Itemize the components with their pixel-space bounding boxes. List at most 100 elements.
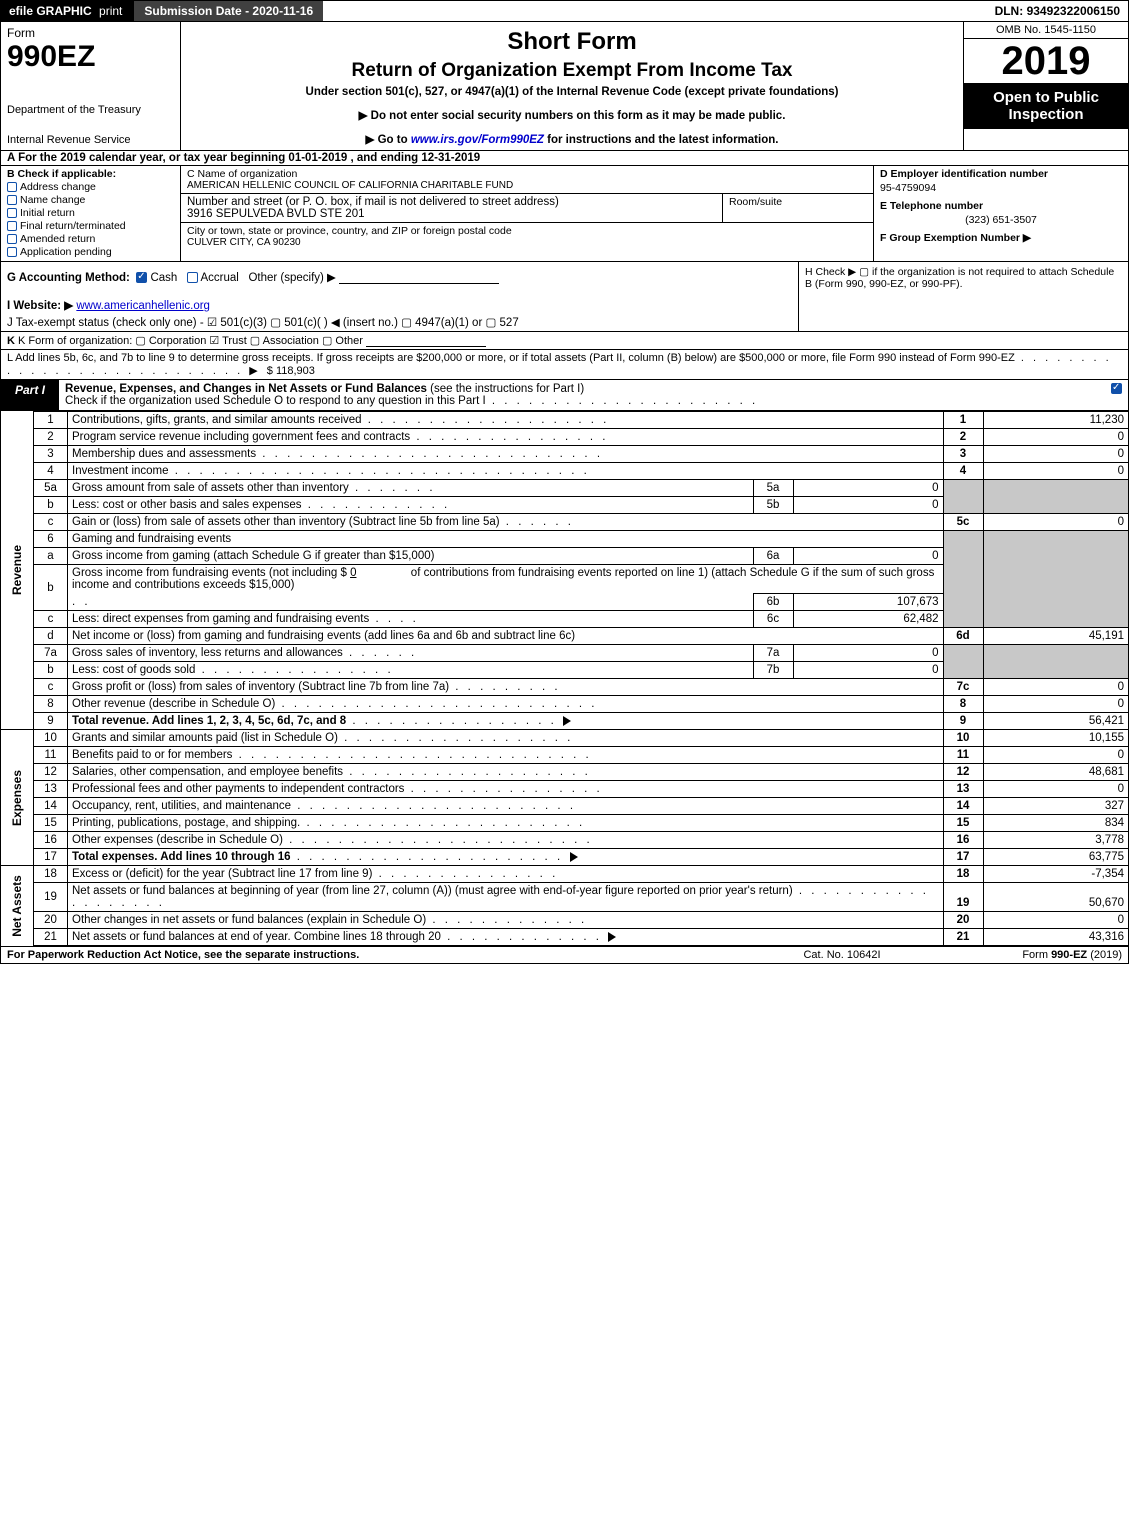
line-17: 17 Total expenses. Add lines 10 through … xyxy=(1,849,1128,866)
e-phone-value: (323) 651-3507 xyxy=(880,214,1122,226)
desc-text-1: Gross income from fundraising events (no… xyxy=(72,567,347,579)
chk-app-pending[interactable]: Application pending xyxy=(7,246,174,258)
line-val: 834 xyxy=(983,815,1128,832)
g-other-input[interactable] xyxy=(339,272,499,284)
efile-label: efile GRAPHIC xyxy=(9,4,92,18)
chk-final-return[interactable]: Final return/terminated xyxy=(7,220,174,232)
grey-cell xyxy=(943,645,983,679)
side-revenue: Revenue xyxy=(1,412,34,730)
line-6d: d Net income or (loss) from gaming and f… xyxy=(1,628,1128,645)
line-lbl: 7c xyxy=(943,679,983,696)
line-val: 10,155 xyxy=(983,730,1128,747)
website-link[interactable]: www.americanhellenic.org xyxy=(76,300,210,312)
line-2: 2 Program service revenue including gove… xyxy=(1,429,1128,446)
desc-text: Printing, publications, postage, and shi… xyxy=(72,817,300,829)
line-desc: Grants and similar amounts paid (list in… xyxy=(68,730,944,747)
chk-name-change[interactable]: Name change xyxy=(7,194,174,206)
header-mid: Short Form Return of Organization Exempt… xyxy=(181,22,963,150)
line-val: 0 xyxy=(983,463,1128,480)
c-name-value: AMERICAN HELLENIC COUNCIL OF CALIFORNIA … xyxy=(187,180,867,191)
omb-number: OMB No. 1545-1150 xyxy=(964,22,1128,39)
checkbox-checked-icon[interactable] xyxy=(136,272,147,283)
line-6: 6 Gaming and fundraising events xyxy=(1,531,1128,548)
line-no: d xyxy=(34,628,68,645)
part-i-title: Revenue, Expenses, and Changes in Net As… xyxy=(59,380,1098,410)
line-val: 0 xyxy=(983,912,1128,929)
line-val: 45,191 xyxy=(983,628,1128,645)
footer-mid: Cat. No. 10642I xyxy=(742,949,942,961)
checkbox-icon[interactable] xyxy=(187,272,198,283)
checkbox-icon xyxy=(7,234,17,244)
header-left: Form 990EZ Department of the Treasury In… xyxy=(1,22,181,150)
line-no: 21 xyxy=(34,929,68,946)
line-no: 18 xyxy=(34,866,68,883)
line-lbl: 11 xyxy=(943,747,983,764)
g-accounting: G Accounting Method: Cash Accrual Other … xyxy=(1,262,798,331)
h-schedule-b: H Check ▶ ▢ if the organization is not r… xyxy=(798,262,1128,331)
line-val: 11,230 xyxy=(983,412,1128,429)
desc-text: Less: direct expenses from gaming and fu… xyxy=(72,613,369,625)
open-public: Open to Public Inspection xyxy=(964,83,1128,129)
line-desc: Gross amount from sale of assets other t… xyxy=(68,480,754,497)
line-desc: Salaries, other compensation, and employ… xyxy=(68,764,944,781)
row-g-h: G Accounting Method: Cash Accrual Other … xyxy=(1,262,1128,332)
under-section: Under section 501(c), 527, or 4947(a)(1)… xyxy=(189,86,955,98)
b-item-0: Address change xyxy=(20,181,96,193)
line-desc: Gross income from gaming (attach Schedul… xyxy=(68,548,754,565)
c-street-value: 3916 SEPULVEDA BVLD STE 201 xyxy=(187,208,716,220)
l-text: L Add lines 5b, 6c, and 7b to line 9 to … xyxy=(7,352,1015,364)
part-i-title-bold: Revenue, Expenses, and Changes in Net As… xyxy=(65,383,430,395)
line-19: 19 Net assets or fund balances at beginn… xyxy=(1,883,1128,912)
line-desc: Gain or (loss) from sale of assets other… xyxy=(68,514,944,531)
line-val: 0 xyxy=(983,696,1128,713)
c-name-line: C Name of organization AMERICAN HELLENIC… xyxy=(181,166,873,194)
tax-year: 2019 xyxy=(964,39,1128,83)
line-no: 7a xyxy=(34,645,68,662)
desc-text: Other changes in net assets or fund bala… xyxy=(72,914,426,926)
line-no: b xyxy=(34,662,68,679)
irs-link[interactable]: www.irs.gov/Form990EZ xyxy=(411,134,544,146)
line-lbl: 9 xyxy=(943,713,983,730)
line-val: 50,670 xyxy=(983,883,1128,912)
submission-date: Submission Date - 2020-11-16 xyxy=(130,1,323,21)
chk-initial-return[interactable]: Initial return xyxy=(7,207,174,219)
sub-val: 0 xyxy=(793,548,943,565)
k-other-input[interactable] xyxy=(366,335,486,347)
arrow-icon xyxy=(608,932,616,942)
sub-lbl: 7b xyxy=(753,662,793,679)
line-16: 16 Other expenses (describe in Schedule … xyxy=(1,832,1128,849)
chk-address-change[interactable]: Address change xyxy=(7,181,174,193)
irs: Internal Revenue Service xyxy=(7,134,174,146)
line-lbl: 14 xyxy=(943,798,983,815)
grey-cell xyxy=(943,480,983,514)
part-i-checkbox[interactable] xyxy=(1098,380,1128,410)
desc-text: Program service revenue including govern… xyxy=(72,431,410,443)
header-right: OMB No. 1545-1150 2019 Open to Public In… xyxy=(963,22,1128,150)
line-no: 5a xyxy=(34,480,68,497)
line-desc-spacer: . . xyxy=(68,594,754,611)
sub-val: 62,482 xyxy=(793,611,943,628)
chk-amended-return[interactable]: Amended return xyxy=(7,233,174,245)
line-no: 8 xyxy=(34,696,68,713)
line-no: 12 xyxy=(34,764,68,781)
sub-val: 0 xyxy=(793,497,943,514)
line-no: b xyxy=(34,497,68,514)
line-5a: 5a Gross amount from sale of assets othe… xyxy=(1,480,1128,497)
c-street-row: Number and street (or P. O. box, if mail… xyxy=(181,194,873,223)
line-lbl: 1 xyxy=(943,412,983,429)
line-lbl: 19 xyxy=(943,883,983,912)
part-i-tag: Part I xyxy=(1,380,59,410)
line-lbl: 8 xyxy=(943,696,983,713)
line-lbl: 12 xyxy=(943,764,983,781)
line-lbl: 21 xyxy=(943,929,983,946)
desc-text: Occupancy, rent, utilities, and maintena… xyxy=(72,800,291,812)
checkbox-checked-icon xyxy=(1111,383,1122,394)
contrib-input[interactable]: 0 xyxy=(350,567,356,579)
footer-form-post: (2019) xyxy=(1087,949,1122,961)
form-990ez-page: efile GRAPHIC print Submission Date - 20… xyxy=(0,0,1129,964)
desc-text: Professional fees and other payments to … xyxy=(72,783,404,795)
print-link[interactable]: print xyxy=(99,4,122,18)
line-no: c xyxy=(34,611,68,628)
subdate-value: 2020-11-16 xyxy=(252,4,313,18)
efile-graphic: efile GRAPHIC print xyxy=(1,1,130,21)
